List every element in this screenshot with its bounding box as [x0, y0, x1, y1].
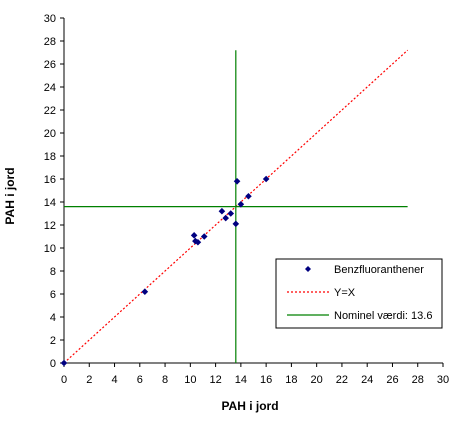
x-tick-label: 16 [260, 374, 272, 386]
x-axis-title: PAH i jord [221, 399, 278, 413]
legend-label-benzfluoranthener: Benzfluoranthener [334, 264, 424, 276]
data-point-diamond [200, 233, 208, 240]
y-tick-label: 8 [50, 266, 56, 278]
y-tick-label: 14 [44, 197, 56, 209]
y-tick-label: 26 [44, 59, 56, 71]
data-point-diamond [232, 220, 240, 228]
data-point-diamond [233, 178, 241, 185]
x-tick-label: 8 [162, 374, 168, 386]
data-point-diamond [237, 201, 245, 208]
y-tick-label: 0 [50, 358, 56, 370]
x-tick-label: 12 [209, 374, 221, 386]
x-tick-label: 30 [437, 374, 449, 386]
x-tick-label: 0 [61, 374, 67, 386]
x-tick-label: 24 [361, 374, 373, 386]
legend-item-benzfluoranthener: Benzfluoranthener [305, 264, 424, 276]
x-tick-label: 26 [386, 374, 398, 386]
y-tick-label: 10 [44, 243, 56, 255]
y-tick-label: 18 [44, 151, 56, 163]
x-tick-label: 28 [412, 374, 424, 386]
data-point-diamond [141, 288, 149, 295]
reference-lines [63, 49, 409, 364]
legend-box [275, 258, 443, 329]
x-tick-label: 22 [336, 374, 348, 386]
x-tick-label: 18 [285, 374, 297, 386]
y-tick-label: 16 [44, 174, 56, 186]
x-tick-label: 10 [184, 374, 196, 386]
y-tick-label: 2 [50, 335, 56, 347]
data-point-diamond [60, 359, 68, 367]
legend-label-nominel-vaerdi: Nominel værdi: 13.6 [334, 310, 432, 322]
data-point-diamond [227, 210, 235, 217]
x-tick-label: 6 [137, 374, 143, 386]
x-tick-label: 4 [111, 374, 117, 386]
data-point-diamond [222, 214, 230, 222]
data-point-diamond [190, 232, 198, 239]
y-tick-label: 22 [44, 105, 56, 117]
y-tick-label: 20 [44, 128, 56, 140]
legend: Benzfluoranthener Y=X Nominel værdi: 13.… [275, 258, 443, 329]
data-point-diamond [218, 207, 226, 215]
y-tick-label: 6 [50, 289, 56, 301]
axes: 0 2 4 6 8 10 12 14 16 18 20 22 24 26 28 300246810121416… [44, 13, 449, 386]
legend-item-nominel-vaerdi: Nominel værdi: 13.6 [287, 310, 432, 322]
data-point-diamond [245, 192, 252, 200]
data-point-diamond [194, 238, 202, 246]
legend-label-y-equals-x: Y=X [334, 287, 356, 299]
data-points [60, 175, 270, 367]
y-tick-label: 4 [50, 312, 56, 324]
x-tick-label: 14 [235, 374, 247, 386]
legend-diamond-icon [305, 266, 311, 272]
legend-item-y-equals-x: Y=X [287, 287, 356, 299]
x-tick-label: 20 [311, 374, 323, 386]
y-axis-title: PAH i jord [3, 167, 17, 224]
y-tick-label: 30 [44, 13, 56, 25]
y-tick-label: 28 [44, 36, 56, 48]
y-tick-label: 12 [44, 220, 56, 232]
x-tick-label: 2 [86, 374, 92, 386]
data-point-diamond [262, 175, 270, 183]
y-tick-label: 24 [44, 82, 56, 94]
